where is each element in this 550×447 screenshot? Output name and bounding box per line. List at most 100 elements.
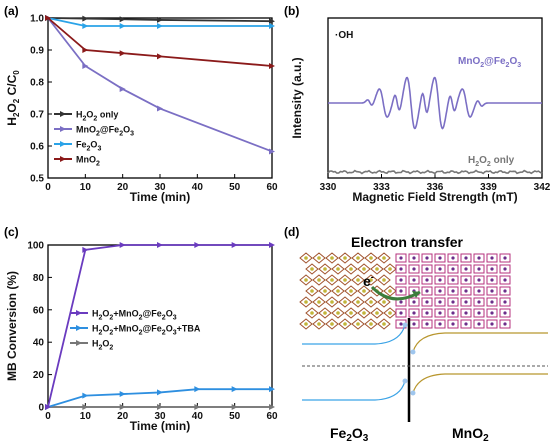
fe2o3-atom — [382, 278, 386, 282]
fe2o3-lattice-cell — [312, 318, 326, 330]
mno2-lattice-cell — [421, 275, 433, 285]
panel-c-point — [119, 404, 126, 410]
mno2-lattice-cell — [473, 253, 485, 263]
panel-c-legend-marker — [76, 340, 82, 346]
fe2o3-atom — [349, 289, 353, 293]
mno2-lattice-cell — [499, 253, 511, 263]
mno2-atom — [477, 311, 481, 315]
mno2-lattice-cell — [447, 275, 459, 285]
mno2-atom — [399, 300, 403, 304]
fe2o3-lattice-cell — [325, 274, 339, 286]
fe2o3-atom — [304, 278, 308, 282]
panel-c-point — [231, 404, 238, 410]
panel-a-ytick-label: 0.5 — [30, 174, 44, 185]
panel-b-ylabel: Intensity (a.u.) — [290, 57, 304, 138]
mno2-atom — [477, 322, 481, 326]
mno2-atom — [412, 300, 416, 304]
mno2-atom — [464, 311, 468, 315]
mno2-valence-band — [412, 373, 548, 394]
mno2-lattice-cell — [460, 319, 472, 329]
fe2o3-atom — [323, 311, 327, 315]
fe2o3-atom — [343, 278, 347, 282]
fe2o3-atom — [369, 322, 373, 326]
mno2-atom — [503, 322, 507, 326]
fe2o3-atom — [356, 322, 360, 326]
mno2-atom — [503, 256, 507, 260]
fe2o3-atom — [330, 322, 334, 326]
panel-b-xtick-label: 330 — [320, 182, 337, 193]
panel-a-ytick-label: 0.9 — [30, 46, 44, 57]
mno2-atom — [399, 256, 403, 260]
mno2-atom — [451, 300, 455, 304]
fe2o3-atom — [330, 300, 334, 304]
panel-c-xtick-label: 0 — [45, 411, 51, 422]
panel-a-point — [82, 47, 89, 53]
panel-a-point — [82, 63, 89, 69]
fe2o3-atom — [304, 322, 308, 326]
fe2o3-atom — [304, 256, 308, 260]
fe2o3-lattice-cell — [338, 252, 352, 264]
mno2-atom — [438, 256, 442, 260]
mno2-lattice-cell — [395, 264, 407, 274]
fe2o3-conduction-band — [302, 324, 406, 345]
panel-c-ytick-label: 60 — [33, 305, 45, 316]
mno2-lattice-cell — [499, 275, 511, 285]
panel-c-point — [45, 404, 51, 410]
panel-a-point — [119, 50, 126, 57]
fe2o3-lattice-cell — [351, 274, 365, 286]
mno2-lattice-cell — [447, 286, 459, 296]
panel-a-xtick-label: 40 — [192, 182, 204, 193]
fe2o3-lattice-cell — [377, 252, 391, 264]
mno2-atom — [412, 322, 416, 326]
mno2-lattice-cell — [486, 308, 498, 318]
mno2-lattice-cell — [421, 286, 433, 296]
panel-b-xtick-label: 333 — [373, 182, 390, 193]
mno2-atom — [451, 322, 455, 326]
panel-c-point — [269, 386, 275, 393]
panel-c-point — [194, 404, 201, 410]
fe2o3-lattice-cell — [305, 263, 319, 275]
crystal-lattice-illustration — [299, 252, 511, 330]
mno2-atom — [503, 300, 507, 304]
arrow-head — [412, 291, 420, 298]
panel-b-series-label: H2O2 only — [468, 155, 515, 168]
panel-c-label: (c) — [4, 225, 19, 239]
mno2-lattice-cell — [473, 308, 485, 318]
mno2-atom — [425, 278, 429, 282]
fe2o3-lattice-cell — [364, 274, 378, 286]
mno2-lattice-cell — [460, 297, 472, 307]
fe2o3-atom — [382, 322, 386, 326]
mno2-lattice-cell — [486, 297, 498, 307]
panel-c-point — [82, 392, 89, 399]
mno2-atom — [503, 278, 507, 282]
mno2-atom — [412, 267, 416, 271]
mno2-atom — [503, 311, 507, 315]
mno2-lattice-cell — [395, 286, 407, 296]
fe2o3-lattice-cell — [370, 263, 384, 275]
fe2o3-atom — [317, 322, 321, 326]
panel-a-point — [157, 23, 163, 29]
mno2-lattice-cell — [473, 319, 485, 329]
panel-a-xtick-label: 30 — [154, 182, 166, 193]
panel-b-series-label: MnO2@Fe2O3 — [458, 56, 521, 69]
panel-c-ytick-label: 20 — [33, 370, 45, 381]
panel-c-point — [157, 404, 163, 410]
fe2o3-lattice-cell — [370, 285, 384, 297]
mno2-atom — [490, 300, 494, 304]
mno2-atom — [490, 256, 494, 260]
panel-a-legend-label: Fe2O3 — [76, 140, 101, 153]
fe2o3-atom — [369, 256, 373, 260]
fe2o3-atom — [369, 300, 373, 304]
panel-a-point — [82, 23, 89, 29]
mno2-atom — [464, 267, 468, 271]
mno2-atom — [451, 278, 455, 282]
mno2-lattice-cell — [447, 308, 459, 318]
panel-c-ytick-label: 40 — [33, 338, 45, 349]
fe2o3-atom — [336, 289, 340, 293]
mno2-atom — [477, 278, 481, 282]
mno2-atom — [412, 256, 416, 260]
fe2o3-atom — [382, 256, 386, 260]
panel-a-ytick-label: 0.8 — [30, 78, 44, 89]
fe2o3-lattice-cell — [351, 318, 365, 330]
mno2-lattice-cell — [421, 297, 433, 307]
